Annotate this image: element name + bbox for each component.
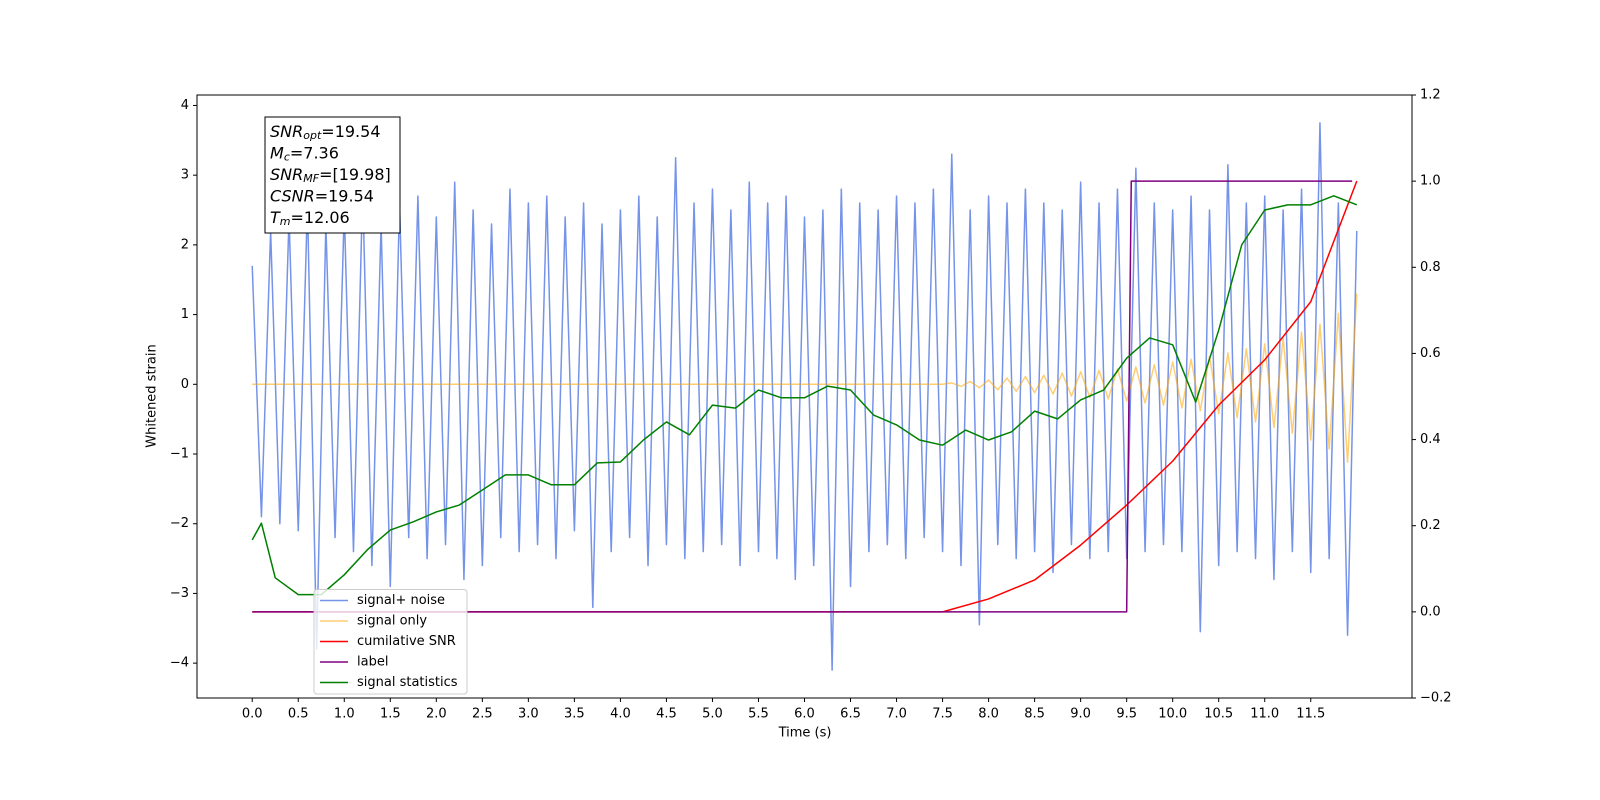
y-tick-label: 3 <box>181 168 189 183</box>
x-tick-label: 8.0 <box>978 707 999 722</box>
plot-area <box>251 122 1358 671</box>
annotation-value: =19.54 <box>321 122 380 141</box>
annotation-value: =[19.98] <box>319 165 391 184</box>
annotation-value: =19.54 <box>315 186 374 205</box>
annotation-line: SNRMF=[19.98] <box>270 165 391 186</box>
y-tick-label: −4 <box>170 656 189 671</box>
series-line <box>252 180 1353 613</box>
x-tick-label: 10.0 <box>1158 707 1187 722</box>
x-tick-label: 7.0 <box>886 707 907 722</box>
annotation-subscript: opt <box>303 129 322 142</box>
x-tick-label: 5.0 <box>702 707 723 722</box>
annotation-symbol: M <box>270 143 284 162</box>
annotation-value: =12.06 <box>291 208 350 227</box>
x-tick-label: 1.5 <box>380 707 401 722</box>
y-tick-label: −3 <box>170 586 189 601</box>
annotation-line: CSNR=19.54 <box>270 186 374 205</box>
x-tick-label: 9.5 <box>1116 707 1137 722</box>
y-tick-label: −1 <box>170 447 189 462</box>
x-tick-label: 11.5 <box>1296 707 1325 722</box>
x-tick-label: 8.5 <box>1024 707 1045 722</box>
annotation-value: =7.36 <box>290 143 339 162</box>
x-tick-label: 9.0 <box>1070 707 1091 722</box>
y2-tick-label: 0.6 <box>1420 346 1441 361</box>
x-tick-label: 4.5 <box>656 707 677 722</box>
series-line <box>251 195 1358 596</box>
y2-tick-label: 1.2 <box>1420 88 1441 103</box>
x-tick-label: 3.0 <box>518 707 539 722</box>
annotation: SNRopt=19.54Mc=7.36SNRMF=[19.98]CSNR=19.… <box>264 116 401 234</box>
legend-label: label <box>357 655 388 670</box>
x-tick-label: 6.5 <box>840 707 861 722</box>
annotation-line: Tm=12.06 <box>270 208 350 229</box>
y-axis-label: Whitened strain <box>145 344 160 447</box>
annotation-box <box>264 116 401 234</box>
x-tick-label: 10.5 <box>1204 707 1233 722</box>
annotation-symbol: SNR <box>270 165 303 184</box>
x-tick-label: 2.5 <box>472 707 493 722</box>
x-tick-label: 5.5 <box>748 707 769 722</box>
y2-tick-label: −0.2 <box>1420 691 1452 706</box>
x-tick-label: 4.0 <box>610 707 631 722</box>
legend-box <box>313 589 468 695</box>
y2-tick-label: 0.8 <box>1420 260 1441 275</box>
annotation-symbol: CSNR <box>270 186 315 205</box>
y-tick-label: 0 <box>181 377 189 392</box>
x-tick-label: 0.0 <box>242 707 263 722</box>
y2-tick-label: 1.0 <box>1420 174 1441 189</box>
annotation-symbol: SNR <box>270 122 303 141</box>
x-tick-label: 1.0 <box>334 707 355 722</box>
x-axis-label: Time (s) <box>778 726 832 741</box>
series-line <box>252 180 1358 613</box>
legend-label: signal+ noise <box>357 593 445 608</box>
annotation-line: SNRopt=19.54 <box>270 122 381 143</box>
y-tick-label: 4 <box>181 98 189 113</box>
y-tick-label: 2 <box>181 237 189 252</box>
legend-label: signal only <box>357 614 427 629</box>
y2-tick-label: 0.0 <box>1420 604 1441 619</box>
annotation-symbol: T <box>270 208 281 227</box>
annotation-subscript: c <box>284 151 290 164</box>
annotation-subscript: MF <box>303 172 319 185</box>
y-tick-label: 1 <box>181 307 189 322</box>
legend: signal+ noise signal only cumilative SNR la… <box>313 589 468 695</box>
x-tick-label: 2.0 <box>426 707 447 722</box>
legend-label: cumilative SNR <box>357 634 456 649</box>
legend-label: signal statistics <box>357 675 458 690</box>
series-line <box>251 122 1358 671</box>
y2-tick-label: 0.2 <box>1420 518 1441 533</box>
x-tick-label: 7.5 <box>932 707 953 722</box>
y-tick-label: −2 <box>170 516 189 531</box>
x-tick-label: 3.5 <box>564 707 585 722</box>
x-tick-label: 0.5 <box>288 707 309 722</box>
x-tick-label: 11.0 <box>1250 707 1279 722</box>
annotation-line: Mc=7.36 <box>270 143 339 164</box>
y2-tick-label: 0.4 <box>1420 432 1441 447</box>
x-tick-label: 6.0 <box>794 707 815 722</box>
series-line <box>252 293 1358 464</box>
annotation-subscript: m <box>280 215 291 228</box>
